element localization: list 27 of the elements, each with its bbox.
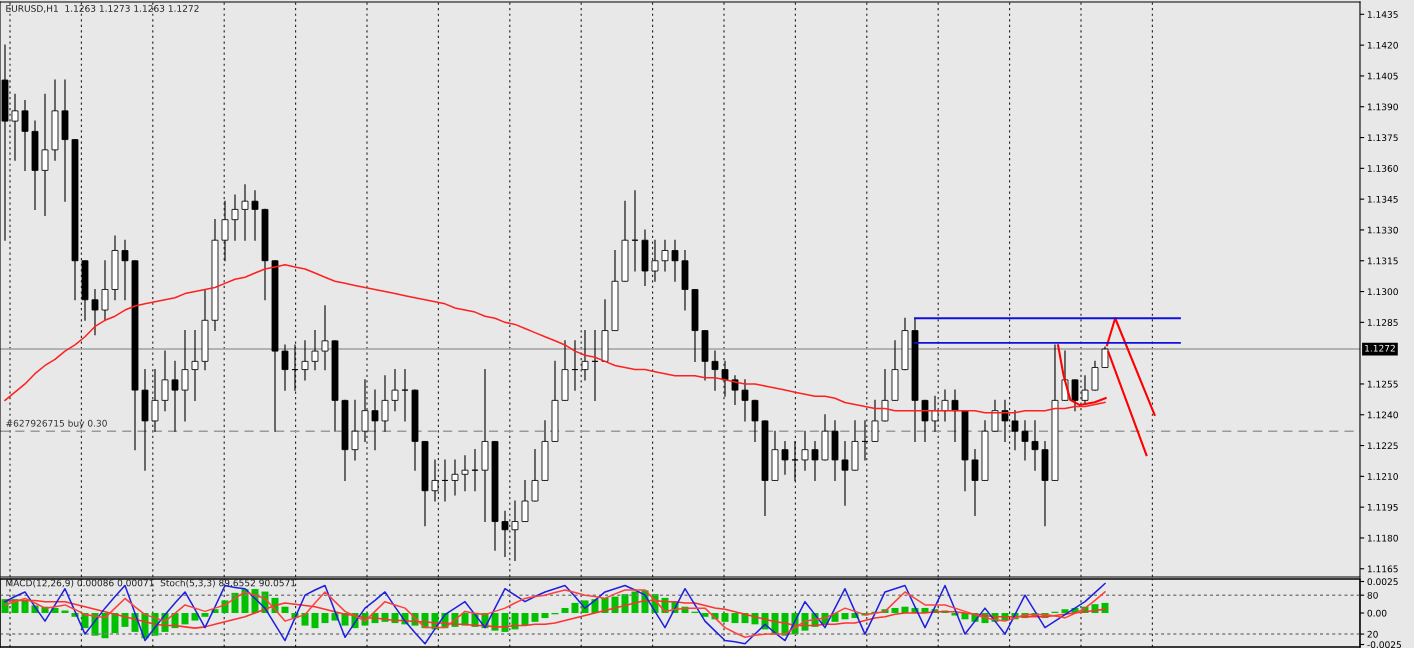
y-tick-label: 1.1225	[1367, 442, 1398, 450]
chart-title: EURUSD,H1 1.1263 1.1273 1.1263 1.1272	[6, 5, 199, 13]
ref-line-label: #627926715 buy 0.30	[6, 419, 107, 429]
y-tick-label: 1.1390	[1367, 103, 1398, 111]
y-tick-label: 1.1360	[1367, 165, 1398, 172]
y-tick-label: 1.1330	[1367, 226, 1398, 234]
y-tick-label: 1.1255	[1367, 380, 1398, 388]
y-tick-label: 1.1420	[1367, 41, 1398, 49]
y-tick-label: 1.1210	[1367, 473, 1398, 480]
y-tick-label: 1.1300	[1367, 288, 1398, 296]
y-tick-label: 0.0025	[1367, 578, 1398, 586]
y-tick-label: 1.1165	[1367, 565, 1398, 573]
y-tick-label: 1.1180	[1367, 534, 1398, 542]
y-tick-label: 1.1285	[1367, 319, 1398, 326]
ref-line-label: 1.1272	[1365, 344, 1395, 352]
y-tick-label: 1.1375	[1367, 134, 1398, 142]
y2-tick-label: 80	[1367, 591, 1378, 599]
y-tick-label: 0.00	[1367, 609, 1387, 617]
y-tick-label: 1.1195	[1367, 503, 1398, 511]
y-tick-label: -0.0025	[1367, 641, 1401, 648]
y2-tick-label: 20	[1367, 630, 1378, 638]
y-tick-label: 1.1345	[1367, 195, 1398, 203]
y-tick-label: 1.1315	[1367, 257, 1398, 265]
y-tick-label: 1.1405	[1367, 72, 1398, 80]
y-tick-label: 1.1435	[1367, 11, 1398, 18]
y-tick-label: 1.1240	[1367, 411, 1398, 419]
chart-title: MACD(12,26,9) 0.00086 0.00071 Stoch(5,3,3) 89.6552 90.0571	[6, 579, 296, 588]
